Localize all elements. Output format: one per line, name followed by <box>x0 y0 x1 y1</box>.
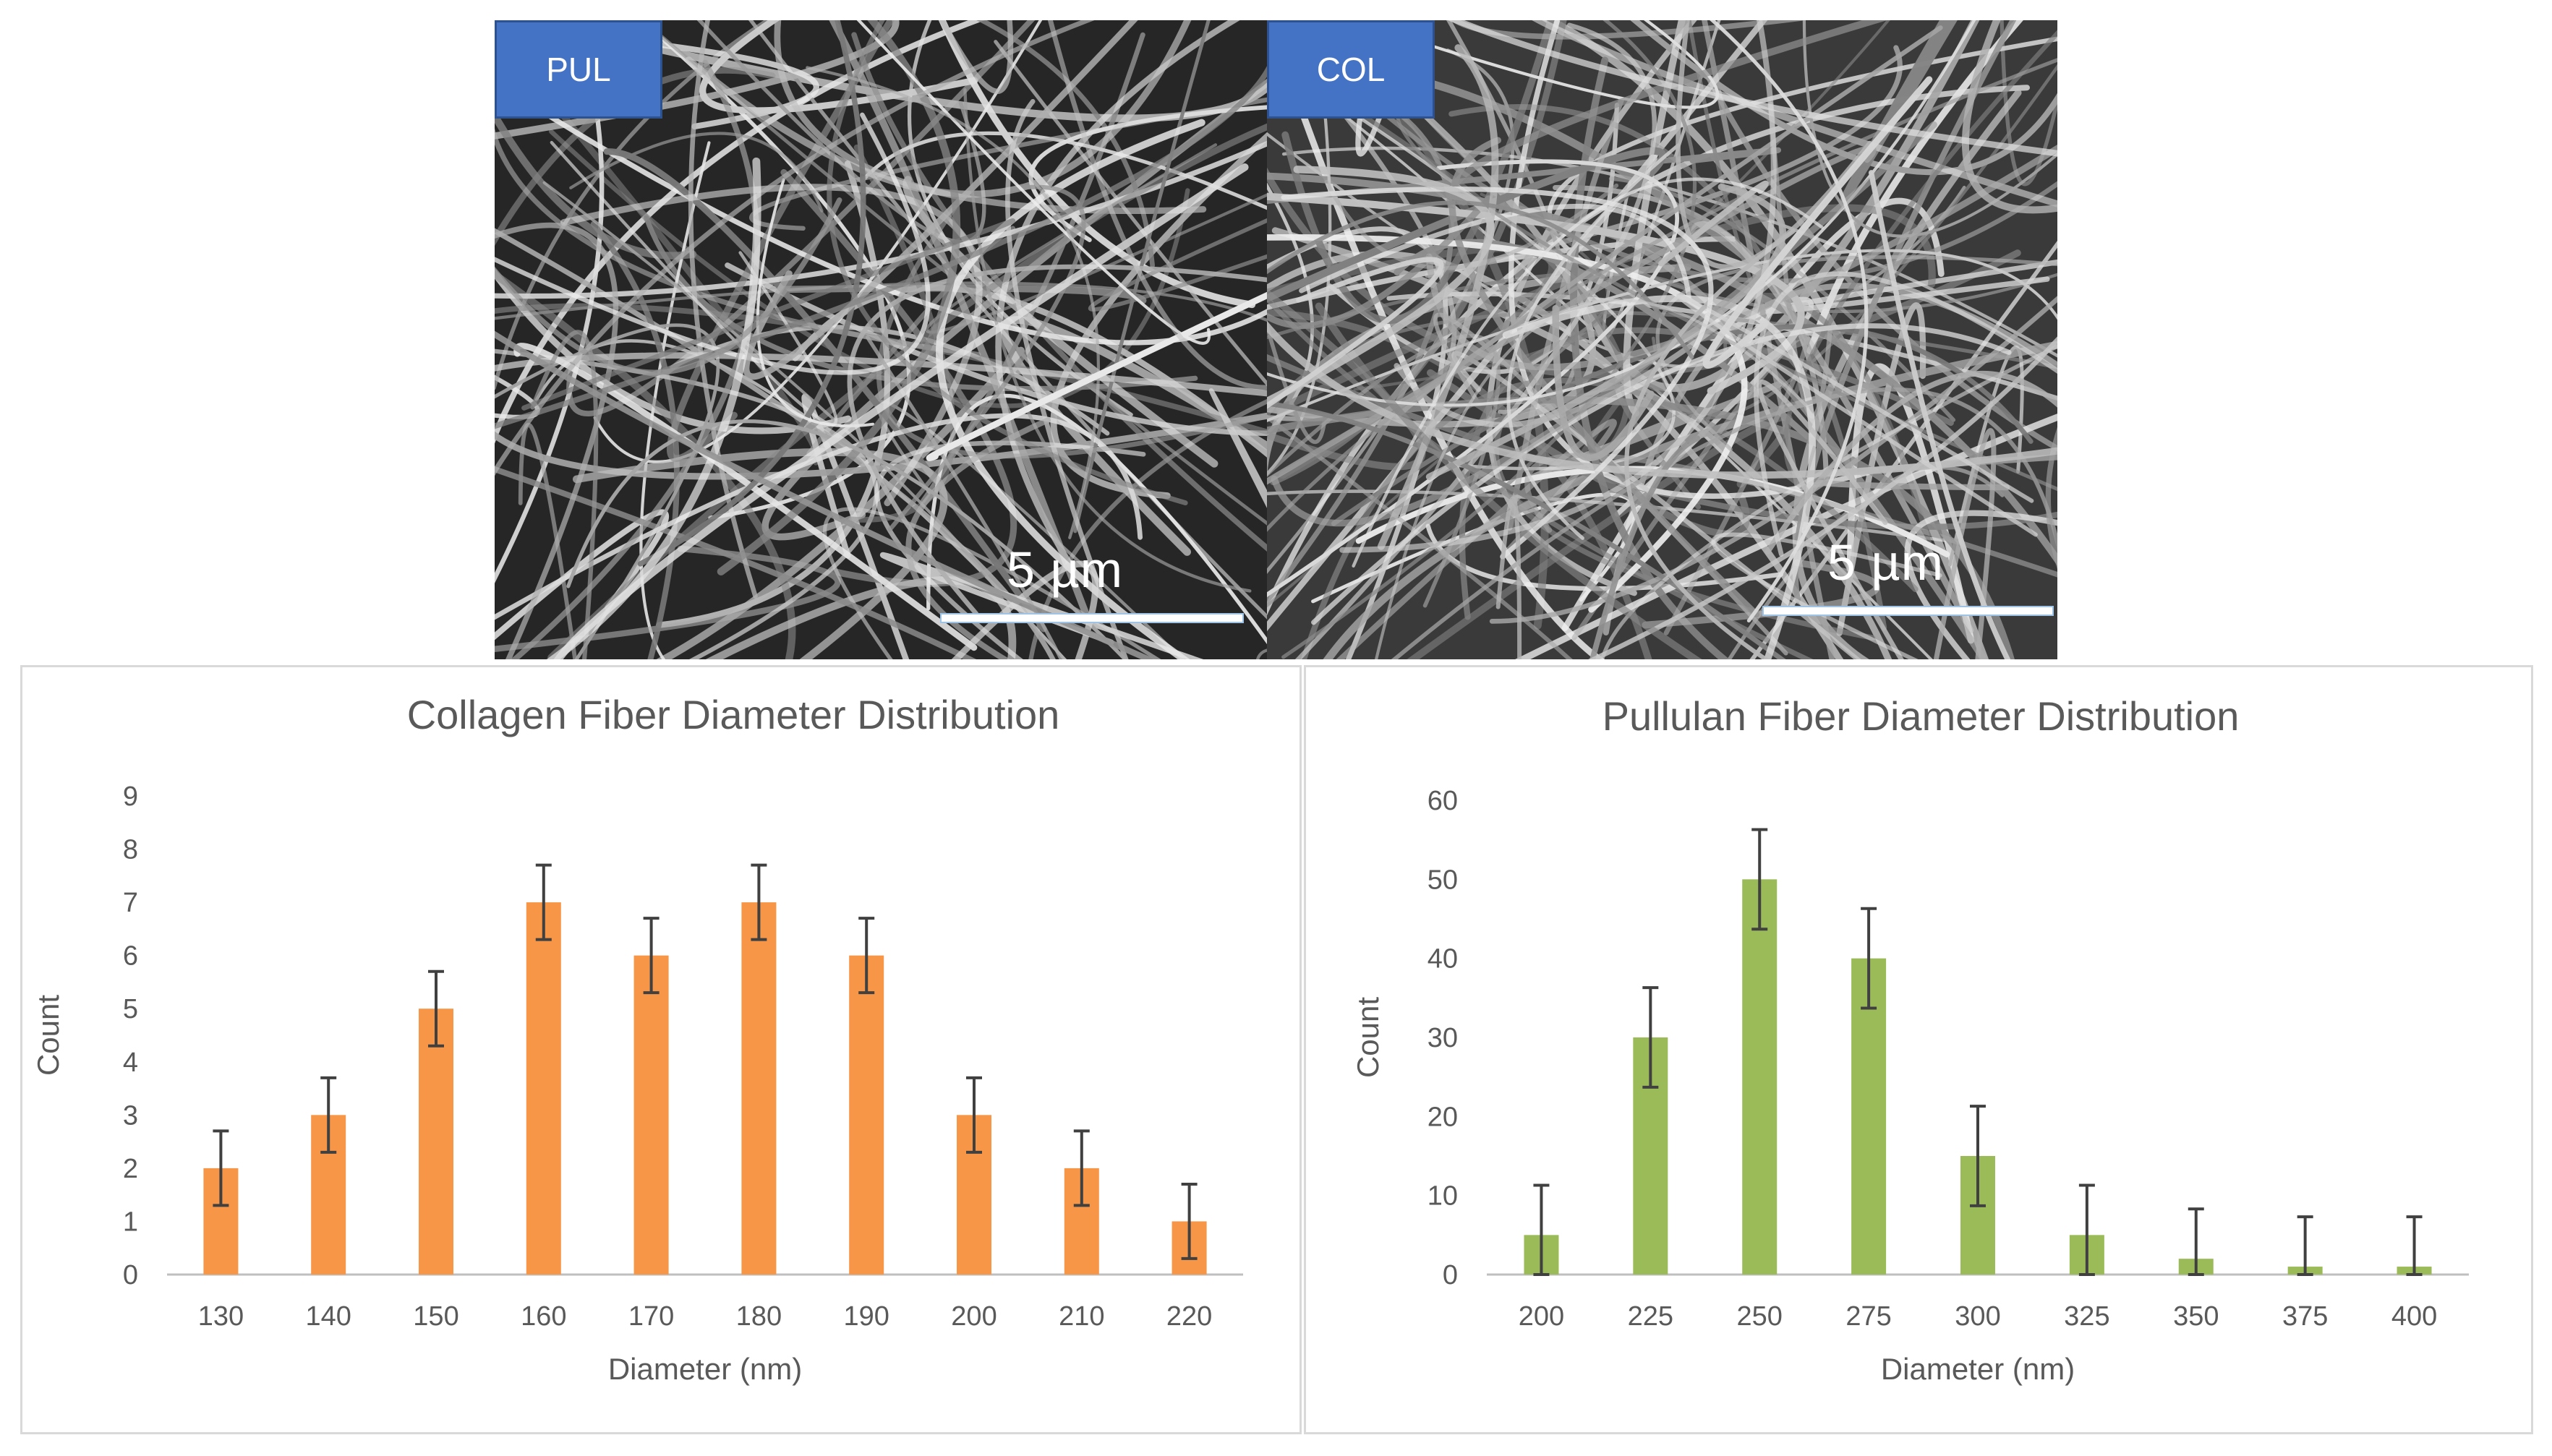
collagen-x-tick-180: 180 <box>736 1301 782 1332</box>
collagen-x-tick-140: 140 <box>305 1301 351 1332</box>
pullulan-y-tick-2: 20 <box>1428 1102 1458 1132</box>
pullulan-y-tick-6: 60 <box>1428 786 1458 816</box>
pul-image-label: PUL <box>495 20 662 119</box>
collagen-y-axis-label: Count <box>31 995 65 1076</box>
collagen-error-bar-140 <box>320 1076 337 1154</box>
pul-scale-text: 5 µm <box>1007 541 1124 598</box>
collagen-error-bar-160 <box>535 863 552 941</box>
pullulan-error-bar-275 <box>1861 907 1877 1010</box>
pullulan-x-tick-275: 275 <box>1845 1301 1891 1332</box>
collagen-bar-170 <box>633 955 669 1275</box>
collagen-bar-160 <box>526 902 561 1275</box>
collagen-y-tick-5: 5 <box>123 994 138 1024</box>
collagen-error-bar-220 <box>1181 1182 1198 1260</box>
collagen-error-bar-150 <box>428 969 444 1048</box>
pullulan-y-tick-1: 10 <box>1428 1181 1458 1212</box>
pullulan-error-bar-375 <box>2297 1215 2313 1276</box>
pullulan-error-bar-325 <box>2078 1183 2095 1276</box>
pullulan-y-tick-0: 0 <box>1443 1260 1458 1290</box>
pullulan-x-tick-350: 350 <box>2173 1301 2219 1332</box>
pul-scale-bar <box>940 613 1244 623</box>
collagen-error-bar-170 <box>643 917 660 995</box>
collagen-x-tick-130: 130 <box>198 1301 244 1332</box>
collagen-y-tick-3: 3 <box>123 1100 138 1131</box>
collagen-chart-panel: Collagen Fiber Diameter Distribution 0 1 2 3… <box>20 665 1302 1434</box>
col-fiber-texture <box>1267 20 2057 659</box>
collagen-y-tick-4: 4 <box>123 1048 138 1078</box>
collagen-y-tick-8: 8 <box>123 835 138 865</box>
collagen-chart: Collagen Fiber Diameter Distribution 0 1 2 3… <box>31 692 1243 1386</box>
pullulan-y-tick-4: 40 <box>1428 944 1458 975</box>
collagen-bar-180 <box>741 902 777 1275</box>
collagen-error-bar-210 <box>1073 1129 1090 1207</box>
pullulan-error-bar-300 <box>1970 1105 1986 1207</box>
pullulan-bar-250 <box>1742 879 1778 1275</box>
col-scale-bar <box>1762 606 2054 616</box>
pullulan-error-bar-400 <box>2406 1215 2423 1276</box>
pullulan-bar-275 <box>1851 958 1887 1275</box>
collagen-error-bar-200 <box>966 1076 982 1154</box>
pullulan-chart-panel: Pullulan Fiber Diameter Distribution 0 10 2… <box>1304 665 2533 1434</box>
pullulan-x-tick-325: 325 <box>2064 1301 2109 1332</box>
sem-image-pul: PUL 5 µm <box>495 20 1267 659</box>
collagen-error-bar-180 <box>751 863 767 941</box>
pullulan-x-tick-400: 400 <box>2391 1301 2437 1332</box>
collagen-y-tick-2: 2 <box>123 1154 138 1184</box>
collagen-x-tick-170: 170 <box>628 1301 674 1332</box>
pullulan-error-bar-200 <box>1533 1183 1550 1276</box>
collagen-x-tick-210: 210 <box>1059 1301 1104 1332</box>
pullulan-x-tick-375: 375 <box>2282 1301 2328 1332</box>
collagen-error-bar-130 <box>213 1129 229 1207</box>
collagen-y-tick-9: 9 <box>123 781 138 812</box>
collagen-bar-190 <box>849 955 884 1275</box>
pullulan-y-tick-5: 50 <box>1428 865 1458 895</box>
collagen-y-tick-7: 7 <box>123 888 138 918</box>
collagen-y-tick-6: 6 <box>123 941 138 972</box>
pullulan-x-tick-300: 300 <box>1955 1301 2000 1332</box>
pullulan-x-tick-225: 225 <box>1628 1301 1673 1332</box>
collagen-x-tick-150: 150 <box>413 1301 458 1332</box>
collagen-x-tick-220: 220 <box>1166 1301 1212 1332</box>
pullulan-chart-title: Pullulan Fiber Diameter Distribution <box>1603 693 2240 739</box>
collagen-x-tick-160: 160 <box>521 1301 566 1332</box>
pullulan-x-tick-200: 200 <box>1519 1301 1564 1332</box>
col-image-label: COL <box>1267 20 1435 119</box>
pullulan-x-axis-label: Diameter (nm) <box>1881 1352 2075 1386</box>
collagen-chart-title: Collagen Fiber Diameter Distribution <box>407 692 1060 737</box>
collagen-bar-150 <box>419 1009 453 1275</box>
pullulan-error-bar-350 <box>2188 1207 2204 1276</box>
pullulan-error-bar-250 <box>1751 828 1768 931</box>
pullulan-y-axis-label: Count <box>1351 997 1385 1078</box>
collagen-x-tick-200: 200 <box>951 1301 997 1332</box>
sem-image-col: COL 5 µm <box>1267 20 2057 659</box>
pullulan-chart: Pullulan Fiber Diameter Distribution 0 10 2… <box>1351 693 2469 1386</box>
pullulan-y-tick-3: 30 <box>1428 1023 1458 1053</box>
collagen-y-tick-0: 0 <box>123 1260 138 1290</box>
pullulan-x-tick-250: 250 <box>1737 1301 1783 1332</box>
collagen-error-bar-190 <box>858 917 875 995</box>
collagen-x-axis-label: Diameter (nm) <box>608 1352 802 1386</box>
col-scale-text: 5 µm <box>1827 534 1945 591</box>
collagen-x-tick-190: 190 <box>843 1301 889 1332</box>
pullulan-error-bar-225 <box>1642 986 1659 1089</box>
collagen-y-tick-1: 1 <box>123 1207 138 1237</box>
